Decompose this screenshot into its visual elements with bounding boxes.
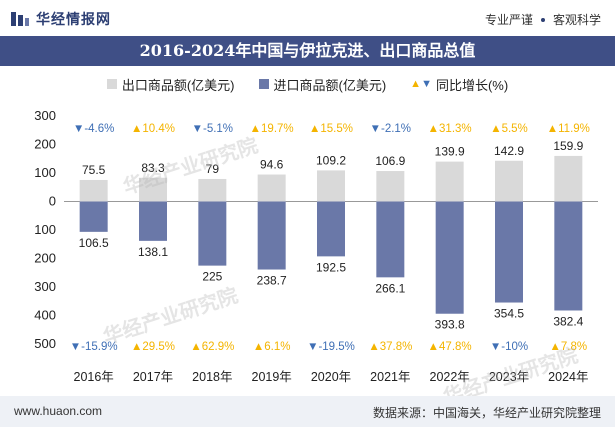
export-bar bbox=[376, 171, 405, 202]
legend: 出口商品额(亿美元) 进口商品额(亿美元) ▲▼ 同比增长(%) bbox=[0, 72, 615, 96]
x-tick-label: 2020年 bbox=[311, 370, 351, 384]
legend-import: 进口商品额(亿美元) bbox=[258, 75, 387, 94]
export-bar bbox=[435, 161, 464, 202]
export-bar bbox=[198, 178, 227, 202]
import-bar bbox=[257, 201, 286, 270]
import-value-label: 354.5 bbox=[494, 307, 524, 321]
y-tick-label: 400 bbox=[34, 308, 56, 323]
x-tick-label: 2019年 bbox=[252, 370, 292, 384]
export-bar bbox=[554, 155, 583, 202]
import-bar bbox=[139, 201, 167, 241]
export-value-label: 94.6 bbox=[260, 158, 284, 172]
import-growth-label: ▲62.9% bbox=[190, 341, 234, 353]
export-value-label: 139.9 bbox=[435, 145, 465, 159]
export-value-label: 159.9 bbox=[553, 139, 583, 153]
legend-export-swatch bbox=[106, 79, 117, 89]
import-growth-label: ▼-15.9% bbox=[70, 341, 118, 353]
title-bar: 2016-2024年中国与伊拉克进、出口商品总值 bbox=[0, 36, 615, 66]
import-value-label: 238.7 bbox=[257, 274, 287, 288]
export-growth-label: ▼-4.6% bbox=[73, 123, 114, 135]
export-bar bbox=[79, 179, 108, 202]
y-tick-label: 0 bbox=[49, 194, 56, 209]
import-value-label: 225 bbox=[202, 270, 222, 284]
export-growth-label: ▲19.7% bbox=[250, 123, 294, 135]
y-tick-label: 500 bbox=[34, 336, 56, 351]
import-value-label: 192.5 bbox=[316, 260, 346, 274]
import-value-label: 382.4 bbox=[553, 314, 583, 328]
y-tick-label: 100 bbox=[34, 222, 56, 237]
y-tick-label: 300 bbox=[34, 108, 56, 123]
legend-growth-label: 同比增长(%) bbox=[435, 77, 509, 93]
chart-plot: 300 200 100 0 100 200 300 400 500 75.5 106.5 ▼-4.6%… bbox=[34, 108, 598, 384]
export-bar bbox=[495, 160, 523, 202]
import-bar bbox=[554, 201, 583, 311]
import-bar bbox=[79, 201, 108, 232]
export-growth-label: ▲31.3% bbox=[428, 123, 472, 135]
export-growth-label: ▲5.5% bbox=[490, 123, 528, 135]
import-bar bbox=[495, 201, 523, 303]
legend-import-swatch bbox=[258, 79, 269, 89]
x-tick-label: 2023年 bbox=[489, 370, 529, 384]
export-value-label: 106.9 bbox=[375, 154, 405, 168]
export-bar bbox=[317, 170, 345, 202]
legend-growth: ▲▼ 同比增长(%) bbox=[410, 75, 508, 94]
import-bar bbox=[376, 201, 405, 278]
x-tick-label: 2022年 bbox=[430, 370, 470, 384]
export-value-label: 83.3 bbox=[141, 161, 165, 175]
slogan-dot-icon bbox=[540, 17, 545, 22]
export-bar bbox=[257, 174, 286, 202]
import-value-label: 138.1 bbox=[138, 245, 168, 259]
legend-export-label: 出口商品额(亿美元) bbox=[121, 77, 235, 93]
x-tick-label: 2017年 bbox=[133, 370, 173, 384]
footer: www.huaon.com 数据来源：中国海关，华经产业研究院整理 bbox=[0, 396, 615, 427]
brand-logo-icon bbox=[11, 12, 29, 26]
x-tick-label: 2024年 bbox=[548, 370, 588, 384]
export-growth-label: ▲10.4% bbox=[131, 123, 175, 135]
import-growth-label: ▲47.8% bbox=[428, 341, 472, 353]
top-bar: 华经情报网 专业严谨 客观科学 bbox=[0, 0, 615, 36]
import-value-label: 393.8 bbox=[435, 318, 465, 332]
export-growth-label: ▼-5.1% bbox=[192, 123, 233, 135]
x-tick-label: 2021年 bbox=[370, 370, 410, 384]
import-growth-label: ▲6.1% bbox=[253, 341, 291, 353]
export-value-label: 142.9 bbox=[494, 144, 524, 158]
import-growth-label: ▼-10% bbox=[490, 341, 528, 353]
export-bar bbox=[139, 177, 167, 202]
y-tick-label: 300 bbox=[34, 279, 56, 294]
legend-export: 出口商品额(亿美元) bbox=[106, 75, 235, 94]
export-growth-label: ▲11.9% bbox=[547, 123, 590, 135]
export-value-label: 79 bbox=[206, 162, 220, 176]
slogan-right: 客观科学 bbox=[552, 13, 601, 27]
x-tick-label: 2018年 bbox=[192, 370, 232, 384]
legend-import-label: 进口商品额(亿美元) bbox=[273, 77, 387, 93]
slogan: 专业严谨 客观科学 bbox=[485, 11, 601, 28]
brand: 华经情报网 bbox=[10, 9, 111, 29]
import-value-label: 266.1 bbox=[375, 281, 405, 295]
export-growth-label: ▼-2.1% bbox=[370, 123, 411, 135]
footer-website: www.huaon.com bbox=[14, 404, 103, 418]
slogan-left: 专业严谨 bbox=[484, 13, 533, 27]
x-tick-label: 2016年 bbox=[74, 370, 114, 384]
export-value-label: 109.2 bbox=[316, 153, 346, 167]
export-value-label: 75.5 bbox=[82, 163, 106, 177]
chart-title: 2016-2024年中国与伊拉克进、出口商品总值 bbox=[139, 41, 476, 60]
import-growth-label: ▼-19.5% bbox=[307, 341, 355, 353]
y-tick-label: 100 bbox=[34, 165, 56, 180]
import-growth-label: ▲37.8% bbox=[368, 341, 412, 353]
y-tick-label: 200 bbox=[34, 137, 56, 152]
legend-growth-icon: ▲▼ bbox=[410, 78, 432, 90]
import-growth-label: ▲29.5% bbox=[131, 341, 175, 353]
y-tick-label: 200 bbox=[34, 251, 56, 266]
import-bar bbox=[198, 201, 227, 266]
import-value-label: 106.5 bbox=[79, 236, 109, 250]
export-growth-label: ▲15.5% bbox=[309, 123, 353, 135]
import-bar bbox=[317, 201, 345, 257]
import-bar bbox=[435, 201, 464, 314]
brand-name: 华经情报网 bbox=[36, 11, 111, 27]
footer-source: 数据来源：中国海关，华经产业研究院整理 bbox=[372, 406, 601, 420]
import-growth-label: ▲7.8% bbox=[550, 341, 588, 353]
